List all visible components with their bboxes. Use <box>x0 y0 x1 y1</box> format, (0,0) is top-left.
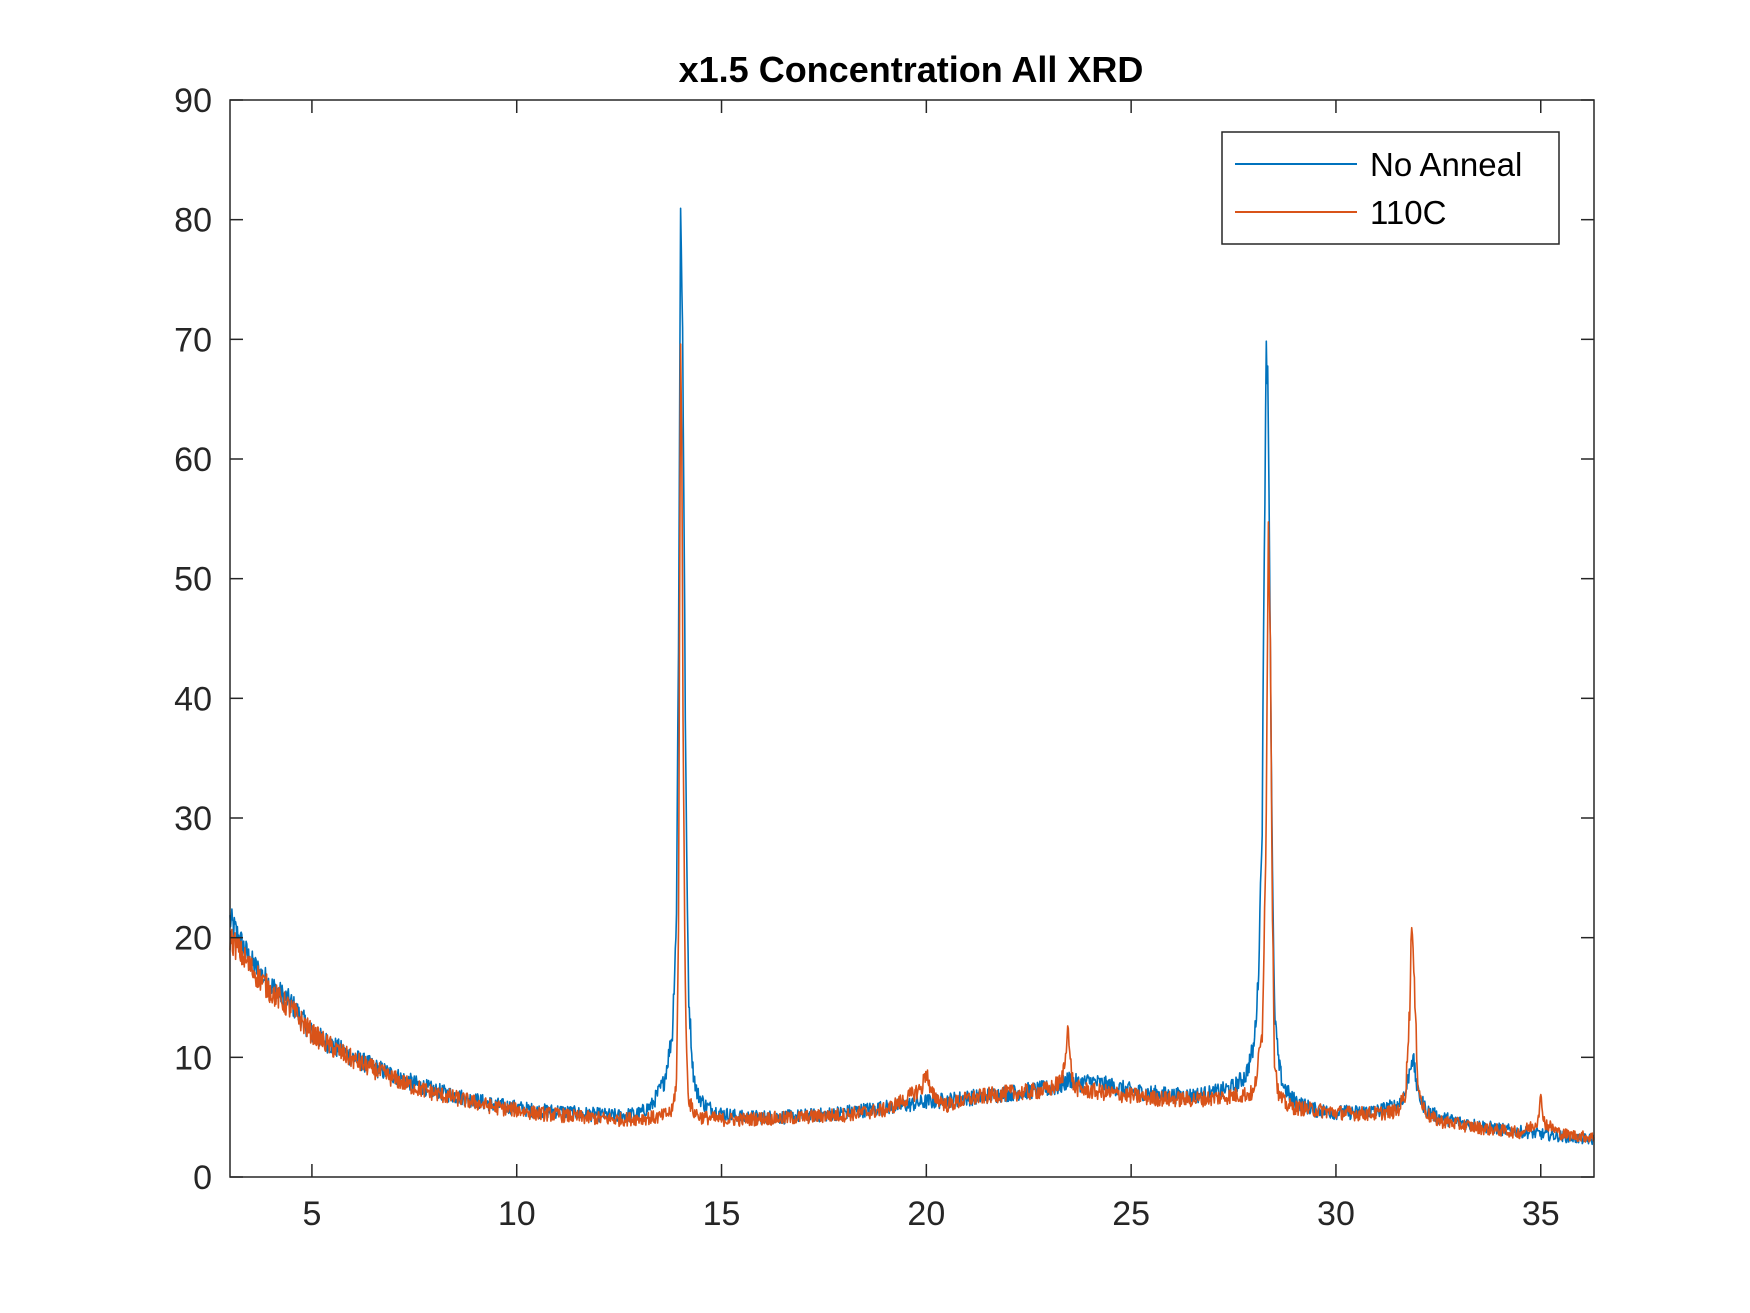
legend-label-no-anneal: No Anneal <box>1370 146 1522 183</box>
y-tick-label: 50 <box>174 561 212 599</box>
x-tick-label: 25 <box>1112 1195 1150 1233</box>
y-tick-label: 40 <box>174 680 212 718</box>
x-tick-label: 35 <box>1522 1195 1560 1233</box>
x-tick-label: 5 <box>302 1195 321 1233</box>
y-tick-label: 0 <box>193 1159 212 1197</box>
x-tick-label: 15 <box>703 1195 741 1233</box>
series-line-110c <box>229 343 1595 1143</box>
legend-label-110c: 110C <box>1370 194 1446 231</box>
axes-background <box>230 100 1594 1177</box>
y-tick-label: 80 <box>174 202 212 240</box>
plot-area: 5 10 15 20 25 30 35 0 10 20 30 40 50 60 70 80 90 <box>174 82 1595 1233</box>
series-layer <box>229 207 1595 1146</box>
legend-box <box>1221 131 1560 245</box>
axes-box <box>229 99 1595 1178</box>
y-tick-label: 60 <box>174 441 212 479</box>
x-tick-label: 30 <box>1317 1195 1355 1233</box>
y-tick-label: 10 <box>174 1039 212 1077</box>
y-tick-label: 30 <box>174 800 212 838</box>
y-tick-label: 20 <box>174 920 212 958</box>
x-tick-label: 10 <box>498 1195 536 1233</box>
legend: No Anneal 110C <box>1221 131 1560 245</box>
y-tick-label: 90 <box>174 82 212 120</box>
ticks-layer: 5 10 15 20 25 30 35 0 10 20 30 40 50 60 70 80 90 <box>174 82 1594 1233</box>
y-tick-label: 70 <box>174 321 212 359</box>
chart-title: x1.5 Concentration All XRD <box>679 49 1144 90</box>
x-tick-label: 20 <box>907 1195 945 1233</box>
